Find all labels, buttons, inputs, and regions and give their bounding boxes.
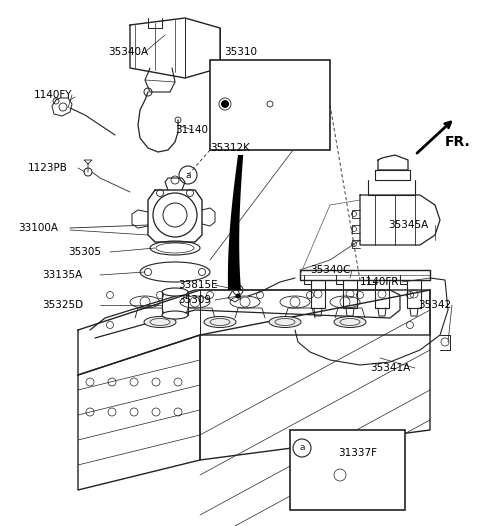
- Text: FR.: FR.: [445, 135, 471, 149]
- Text: 35325D: 35325D: [42, 300, 83, 310]
- Text: 1140FR: 1140FR: [360, 277, 399, 287]
- Text: 35341A: 35341A: [370, 363, 410, 373]
- Ellipse shape: [162, 311, 188, 319]
- Text: 35309: 35309: [178, 295, 211, 305]
- Ellipse shape: [269, 317, 301, 328]
- Text: 35312K: 35312K: [210, 143, 250, 153]
- Text: 31337F: 31337F: [338, 448, 377, 458]
- Text: a: a: [185, 170, 191, 179]
- Bar: [210, 60, 330, 150]
- Circle shape: [236, 294, 240, 298]
- Text: 35345A: 35345A: [388, 220, 428, 230]
- Text: 33135A: 33135A: [42, 270, 82, 280]
- Text: 31140: 31140: [175, 125, 208, 135]
- Text: 33100A: 33100A: [18, 223, 58, 233]
- Text: 35310: 35310: [224, 47, 257, 57]
- Bar: [290, 430, 405, 510]
- Text: 35340C: 35340C: [310, 265, 350, 275]
- Text: 35305: 35305: [68, 247, 101, 257]
- Text: 33815E: 33815E: [178, 280, 217, 290]
- Ellipse shape: [334, 317, 366, 328]
- Text: 35342: 35342: [418, 300, 451, 310]
- Text: 35340A: 35340A: [108, 47, 148, 57]
- Ellipse shape: [140, 262, 210, 282]
- Text: 1123PB: 1123PB: [28, 163, 68, 173]
- Polygon shape: [228, 155, 243, 290]
- Text: 1140FY: 1140FY: [34, 90, 72, 100]
- Circle shape: [221, 100, 229, 108]
- Ellipse shape: [204, 317, 236, 328]
- Ellipse shape: [162, 288, 188, 296]
- Text: a: a: [299, 443, 305, 452]
- Ellipse shape: [144, 317, 176, 328]
